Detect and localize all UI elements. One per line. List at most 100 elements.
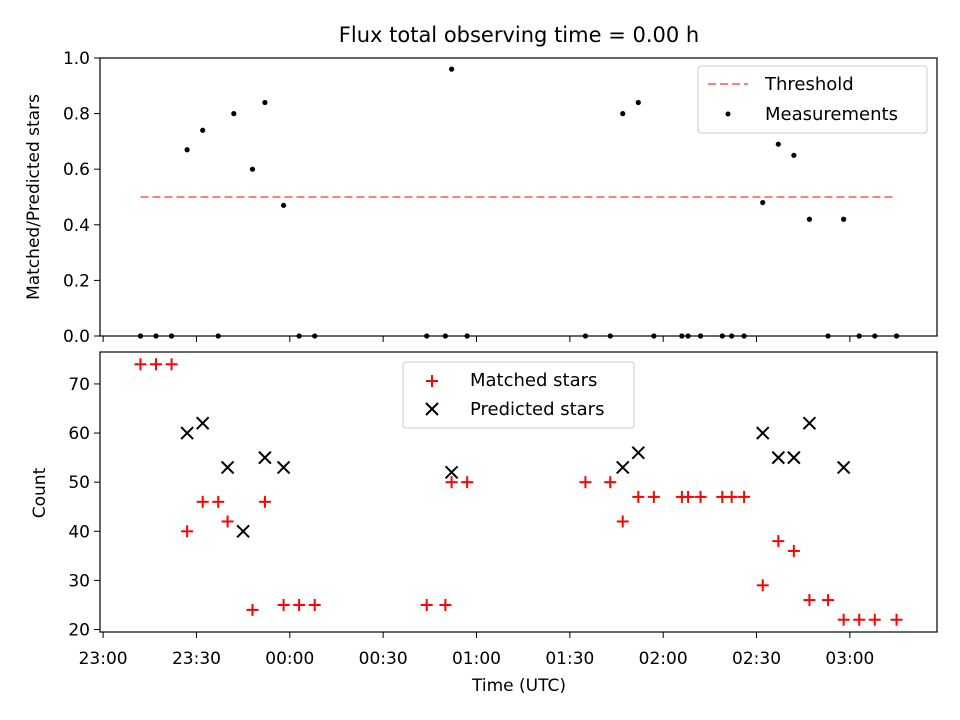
predicted-star-point <box>220 460 235 475</box>
measurement-point <box>841 216 847 222</box>
matched-star-point <box>647 490 660 503</box>
bottom-x-tick-label: 23:00 <box>79 649 128 669</box>
bottom-x-tick-label: 03:00 <box>825 649 874 669</box>
bottom-x-tick-label: 23:30 <box>172 649 221 669</box>
predicted-legend-label: Predicted stars <box>470 399 604 420</box>
bottom-y-tick-label: 40 <box>68 522 90 542</box>
bottom-x-ticks: 23:00 23:30 00:00 00:30 01:00 01:30 02:00 02:30… <box>79 632 874 669</box>
bottom-y-tick-label: 60 <box>68 424 90 444</box>
matched-star-point <box>756 579 769 592</box>
matched-star-point <box>803 594 816 607</box>
matched-star-point <box>632 490 645 503</box>
predicted-star-point <box>236 524 250 539</box>
bottom-y-ticks: 20 30 40 50 60 70 <box>68 375 100 641</box>
predicted-star-point <box>616 460 630 475</box>
bottom-x-tick-label: 02:00 <box>639 649 688 669</box>
measurement-point <box>184 147 190 153</box>
top-y-tick-label: 0.4 <box>63 216 90 236</box>
bottom-legend: Matched stars Predicted stars <box>402 361 635 429</box>
matched-legend-label: Matched stars <box>470 370 597 391</box>
bottom-x-tick-label: 01:30 <box>545 649 594 669</box>
predicted-star-point <box>836 460 851 475</box>
x-axis-label: Time (UTC) <box>471 676 566 696</box>
bottom-x-tick-label: 00:00 <box>265 649 314 669</box>
measurement-point <box>760 199 766 206</box>
top-y-ticks: 0.0 0.2 0.4 0.6 0.8 1.0 <box>63 49 100 347</box>
matched-star-point <box>461 476 474 489</box>
top-y-tick-label: 0.8 <box>63 105 90 125</box>
bottom-legend-box <box>402 361 635 429</box>
matched-star-point <box>772 535 785 548</box>
measurement-point <box>249 166 256 172</box>
predicted-legend-swatch <box>425 402 439 416</box>
measurement-point <box>231 111 237 117</box>
bottom-y-tick-label: 70 <box>68 375 90 395</box>
top-legend-box <box>697 65 928 134</box>
matched-star-point <box>822 594 835 607</box>
bottom-plot-area <box>134 358 903 626</box>
matched-star-point <box>258 495 271 508</box>
measurement-point <box>775 141 781 147</box>
matched-legend-swatch <box>426 375 438 387</box>
matched-star-point <box>682 490 695 503</box>
top-y-tick-label: 0.6 <box>63 160 90 180</box>
top-panel: 0.0 0.2 0.4 0.6 0.8 1.0 Matched/Predicted sta… <box>24 49 938 347</box>
measurement-point <box>449 66 455 72</box>
predicted-star-point <box>802 416 817 430</box>
predicted-star-point <box>756 426 770 440</box>
predicted-star-point <box>631 445 646 460</box>
matched-star-point <box>221 515 234 528</box>
measurements-legend-label: Measurements <box>765 104 898 125</box>
top-y-tick-label: 1.0 <box>63 49 90 69</box>
matched-star-point <box>293 598 306 611</box>
measurement-point <box>262 99 268 106</box>
figure-title: Flux total observing time = 0.00 h <box>339 23 699 47</box>
matched-star-point <box>890 613 903 626</box>
matched-star-point <box>181 525 194 538</box>
matched-star-point <box>853 613 866 626</box>
matched-star-point <box>134 358 147 371</box>
predicted-star-point <box>787 450 801 465</box>
predicted-star-point <box>276 460 291 475</box>
matched-star-point <box>445 476 458 489</box>
bottom-panel: 20 30 40 50 60 70 23:00 23:30 00:00 00:30 01:00 01… <box>30 351 938 696</box>
matched-star-point <box>308 598 321 611</box>
predicted-star-point <box>444 465 459 480</box>
matched-star-point <box>196 495 209 508</box>
bottom-y-tick-label: 50 <box>68 473 90 493</box>
bottom-y-tick-label: 30 <box>68 571 90 591</box>
matched-star-point <box>212 495 225 508</box>
top-legend: Threshold Measurements <box>697 65 928 134</box>
matched-star-point <box>150 358 163 371</box>
predicted-star-point <box>258 450 272 465</box>
matched-star-point <box>165 358 178 371</box>
bottom-axes-frame <box>99 351 938 633</box>
top-y-axis-label: Matched/Predicted stars <box>24 94 44 300</box>
matched-star-point <box>868 613 881 626</box>
top-y-tick-label: 0.0 <box>63 327 90 347</box>
measurement-point <box>806 216 813 222</box>
matched-star-point <box>439 598 452 611</box>
matched-star-point <box>420 598 433 611</box>
top-axes-frame <box>99 57 938 337</box>
measurement-point <box>280 202 287 208</box>
matched-star-point <box>616 515 629 528</box>
threshold-legend-label: Threshold <box>764 74 854 95</box>
matched-star-point <box>725 490 738 503</box>
matched-star-point <box>738 490 751 503</box>
predicted-star-point <box>195 416 210 430</box>
bottom-x-tick-label: 00:30 <box>359 649 408 669</box>
measurement-point <box>791 152 797 158</box>
matched-star-point <box>787 544 800 557</box>
top-y-tick-label: 0.2 <box>63 271 90 291</box>
predicted-star-point <box>771 450 786 465</box>
measurements-legend-swatch <box>725 111 731 117</box>
matched-star-point <box>837 613 850 626</box>
top-x-ticks <box>102 336 851 342</box>
measurement-point <box>620 111 626 117</box>
matched-star-point <box>579 476 592 489</box>
predicted-star-point <box>180 426 194 440</box>
bottom-y-axis-label: Count <box>30 467 50 518</box>
bottom-y-tick-label: 20 <box>68 621 90 641</box>
